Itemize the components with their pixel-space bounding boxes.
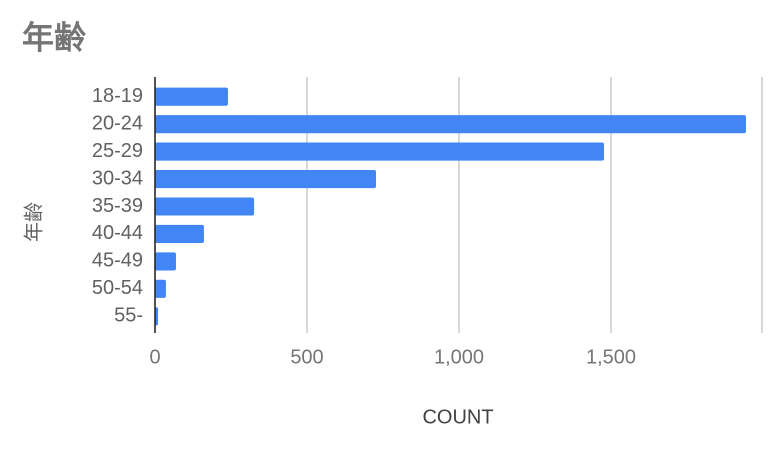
bar <box>155 224 204 244</box>
x-tick-label: 500 <box>290 346 323 368</box>
bar <box>155 307 159 326</box>
y-tick-label: 25-29 <box>92 140 143 162</box>
y-tick-label: 50-54 <box>92 277 143 299</box>
x-tick-label: 1,000 <box>434 346 484 368</box>
y-tick-label: 18-19 <box>92 85 143 107</box>
x-tick-label: 0 <box>149 346 160 368</box>
bar <box>155 115 746 134</box>
y-tick-label: 35-39 <box>92 195 143 217</box>
y-axis-label: 年齢 <box>22 202 45 242</box>
bar <box>155 87 228 106</box>
bar <box>155 169 377 189</box>
x-axis-label: COUNT <box>422 406 493 428</box>
bar <box>155 279 166 298</box>
y-tick-label: 30-34 <box>92 167 143 189</box>
y-tick-label: 55- <box>114 305 143 327</box>
chart-title: 年齢 <box>22 19 86 55</box>
bar <box>155 197 255 216</box>
y-tick-label: 40-44 <box>92 222 143 244</box>
x-tick-label: 1,500 <box>586 346 636 368</box>
bar <box>155 252 176 271</box>
y-tick-label: 45-49 <box>92 250 143 272</box>
bar <box>155 142 605 161</box>
y-tick-label: 20-24 <box>92 112 143 134</box>
